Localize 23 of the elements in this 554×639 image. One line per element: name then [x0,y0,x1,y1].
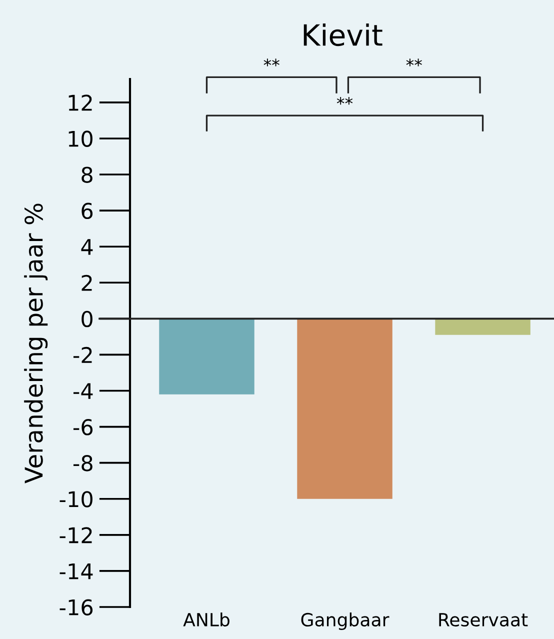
y-tick-label: -16 [60,599,93,616]
y-tick-label: -10 [60,491,92,508]
annotation: ** [336,97,353,105]
x-tick-label: ANLb [183,612,230,627]
y-axis-title: Verandering per jaar % [24,204,48,484]
text: ** [406,58,422,66]
y-tick-label: -2 [73,346,92,363]
x-tick-label: Gangbaar [301,612,390,630]
y-tick-label: 6 [82,202,93,220]
y-tick-label: -8 [73,455,92,472]
y-tick-label: 4 [81,239,93,255]
y-tick-label: 8 [82,166,92,183]
x-tick-label: Reservaat [439,613,528,627]
chart-title: Kievit [304,24,382,46]
y-tick-label: -14 [60,563,93,580]
text: ** [264,58,280,66]
y-tick-label: 2 [82,274,92,291]
y-tick-label: 10 [68,130,92,147]
y-tick-label: 12 [68,94,92,111]
y-tick-label: -4 [73,383,93,399]
y-tick-label: -12 [60,527,92,544]
y-tick-label: 0 [82,310,92,328]
y-tick-label: -6 [73,418,93,436]
